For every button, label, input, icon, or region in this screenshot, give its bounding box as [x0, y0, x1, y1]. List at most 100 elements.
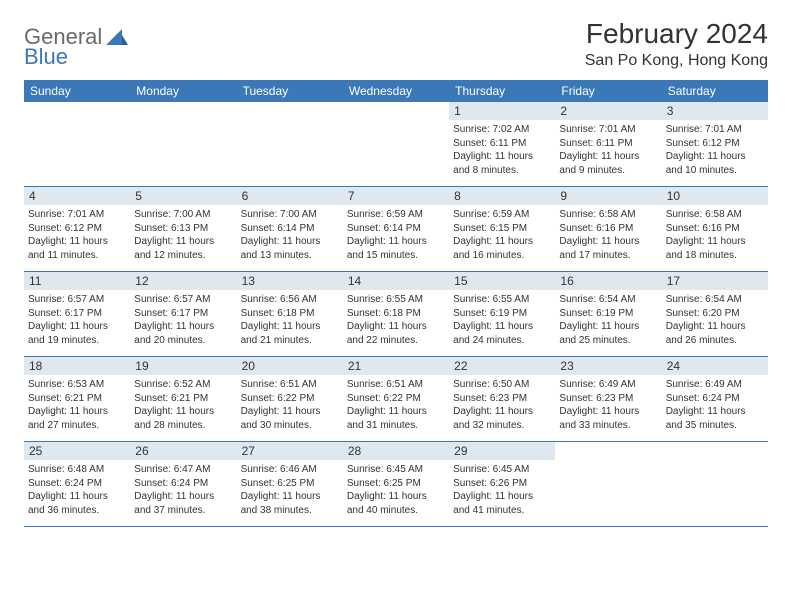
daylight-text: Daylight: 11 hours and 16 minutes.: [453, 235, 551, 262]
sunset-text: Sunset: 6:16 PM: [666, 222, 764, 236]
sunrise-text: Sunrise: 6:54 AM: [559, 293, 657, 307]
daylight-text: Daylight: 11 hours and 8 minutes.: [453, 150, 551, 177]
day-cell: 23Sunrise: 6:49 AMSunset: 6:23 PMDayligh…: [555, 357, 661, 441]
day-info: Sunrise: 6:54 AMSunset: 6:19 PMDaylight:…: [559, 293, 657, 347]
day-cell: 20Sunrise: 6:51 AMSunset: 6:22 PMDayligh…: [237, 357, 343, 441]
sunrise-text: Sunrise: 6:59 AM: [347, 208, 445, 222]
week-row: 18Sunrise: 6:53 AMSunset: 6:21 PMDayligh…: [24, 357, 768, 442]
day-cell: [555, 442, 661, 526]
sunrise-text: Sunrise: 6:54 AM: [666, 293, 764, 307]
day-number: 3: [662, 102, 768, 120]
day-info: Sunrise: 7:01 AMSunset: 6:12 PMDaylight:…: [28, 208, 126, 262]
day-cell: 25Sunrise: 6:48 AMSunset: 6:24 PMDayligh…: [24, 442, 130, 526]
weekday-header: Saturday: [662, 80, 768, 102]
sunrise-text: Sunrise: 6:45 AM: [347, 463, 445, 477]
daylight-text: Daylight: 11 hours and 22 minutes.: [347, 320, 445, 347]
day-cell: 22Sunrise: 6:50 AMSunset: 6:23 PMDayligh…: [449, 357, 555, 441]
day-number: 27: [237, 442, 343, 460]
day-number: 21: [343, 357, 449, 375]
day-number: [24, 102, 130, 120]
day-number: 2: [555, 102, 661, 120]
day-cell: 6Sunrise: 7:00 AMSunset: 6:14 PMDaylight…: [237, 187, 343, 271]
sunset-text: Sunset: 6:16 PM: [559, 222, 657, 236]
location-title: San Po Kong, Hong Kong: [585, 52, 768, 70]
day-info: Sunrise: 7:00 AMSunset: 6:13 PMDaylight:…: [134, 208, 232, 262]
day-info: Sunrise: 6:49 AMSunset: 6:23 PMDaylight:…: [559, 378, 657, 432]
week-row: 1Sunrise: 7:02 AMSunset: 6:11 PMDaylight…: [24, 102, 768, 187]
sunrise-text: Sunrise: 6:49 AM: [666, 378, 764, 392]
day-number: 11: [24, 272, 130, 290]
day-cell: 10 Sunrise: 6:58 AMSunset: 6:16 PMDayligh…: [662, 187, 768, 271]
day-info: Sunrise: 6:52 AMSunset: 6:21 PMDaylight:…: [134, 378, 232, 432]
day-info: Sunrise: 7:01 AMSunset: 6:11 PMDaylight:…: [559, 123, 657, 177]
day-cell: 19Sunrise: 6:52 AMSunset: 6:21 PMDayligh…: [130, 357, 236, 441]
day-number: 18: [24, 357, 130, 375]
sunrise-text: Sunrise: 6:48 AM: [28, 463, 126, 477]
sunset-text: Sunset: 6:24 PM: [666, 392, 764, 406]
sunrise-text: Sunrise: 7:02 AM: [453, 123, 551, 137]
day-cell: 26Sunrise: 6:47 AMSunset: 6:24 PMDayligh…: [130, 442, 236, 526]
weekday-header: Friday: [555, 80, 661, 102]
weekday-header: Thursday: [449, 80, 555, 102]
sunset-text: Sunset: 6:12 PM: [666, 137, 764, 151]
day-number: 15: [449, 272, 555, 290]
day-info: Sunrise: 6:59 AMSunset: 6:15 PMDaylight:…: [453, 208, 551, 262]
daylight-text: Daylight: 11 hours and 28 minutes.: [134, 405, 232, 432]
daylight-text: Daylight: 11 hours and 26 minutes.: [666, 320, 764, 347]
sunrise-text: Sunrise: 6:51 AM: [347, 378, 445, 392]
sunset-text: Sunset: 6:25 PM: [347, 477, 445, 491]
day-cell: 3Sunrise: 7:01 AMSunset: 6:12 PMDaylight…: [662, 102, 768, 186]
sunrise-text: Sunrise: 6:50 AM: [453, 378, 551, 392]
sunrise-text: Sunrise: 6:47 AM: [134, 463, 232, 477]
daylight-text: Daylight: 11 hours and 32 minutes.: [453, 405, 551, 432]
sunrise-text: Sunrise: 7:01 AM: [559, 123, 657, 137]
sunset-text: Sunset: 6:22 PM: [241, 392, 339, 406]
sunset-text: Sunset: 6:15 PM: [453, 222, 551, 236]
day-number: 9: [555, 187, 661, 205]
sunset-text: Sunset: 6:18 PM: [347, 307, 445, 321]
day-number: [130, 102, 236, 120]
sunrise-text: Sunrise: 6:58 AM: [666, 208, 764, 222]
day-number: [343, 102, 449, 120]
day-number: [555, 442, 661, 460]
day-number: 13: [237, 272, 343, 290]
daylight-text: Daylight: 11 hours and 31 minutes.: [347, 405, 445, 432]
daylight-text: Daylight: 11 hours and 35 minutes.: [666, 405, 764, 432]
day-info: Sunrise: 6:58 AMSunset: 6:16 PMDaylight:…: [666, 208, 764, 262]
weeks-container: 1Sunrise: 7:02 AMSunset: 6:11 PMDaylight…: [24, 102, 768, 527]
sunset-text: Sunset: 6:17 PM: [134, 307, 232, 321]
day-cell: 2 Sunrise: 7:01 AMSunset: 6:11 PMDaylight…: [555, 102, 661, 186]
day-cell: 21 Sunrise: 6:51 AMSunset: 6:22 PMDayligh…: [343, 357, 449, 441]
daylight-text: Daylight: 11 hours and 40 minutes.: [347, 490, 445, 517]
day-info: Sunrise: 6:50 AMSunset: 6:23 PMDaylight:…: [453, 378, 551, 432]
sunset-text: Sunset: 6:19 PM: [559, 307, 657, 321]
sunrise-text: Sunrise: 6:51 AM: [241, 378, 339, 392]
sunset-text: Sunset: 6:22 PM: [347, 392, 445, 406]
day-number: 5: [130, 187, 236, 205]
day-number: 8: [449, 187, 555, 205]
sunrise-text: Sunrise: 7:01 AM: [666, 123, 764, 137]
sunset-text: Sunset: 6:17 PM: [28, 307, 126, 321]
week-row: 11Sunrise: 6:57 AMSunset: 6:17 PMDayligh…: [24, 272, 768, 357]
day-cell: [237, 102, 343, 186]
day-number: 25: [24, 442, 130, 460]
sunset-text: Sunset: 6:20 PM: [666, 307, 764, 321]
sunrise-text: Sunrise: 6:45 AM: [453, 463, 551, 477]
day-info: Sunrise: 6:57 AMSunset: 6:17 PMDaylight:…: [134, 293, 232, 347]
day-number: 10: [662, 187, 768, 205]
sunset-text: Sunset: 6:24 PM: [134, 477, 232, 491]
day-info: Sunrise: 6:59 AMSunset: 6:14 PMDaylight:…: [347, 208, 445, 262]
day-info: Sunrise: 6:55 AMSunset: 6:19 PMDaylight:…: [453, 293, 551, 347]
logo-triangle-icon: [106, 29, 128, 45]
day-cell: 7Sunrise: 6:59 AMSunset: 6:14 PMDaylight…: [343, 187, 449, 271]
sunrise-text: Sunrise: 6:58 AM: [559, 208, 657, 222]
sunrise-text: Sunrise: 7:01 AM: [28, 208, 126, 222]
day-cell: 13 Sunrise: 6:56 AMSunset: 6:18 PMDayligh…: [237, 272, 343, 356]
sunrise-text: Sunrise: 6:57 AM: [28, 293, 126, 307]
day-info: Sunrise: 6:49 AMSunset: 6:24 PMDaylight:…: [666, 378, 764, 432]
sunrise-text: Sunrise: 6:53 AM: [28, 378, 126, 392]
day-cell: 28Sunrise: 6:45 AMSunset: 6:25 PMDayligh…: [343, 442, 449, 526]
day-info: Sunrise: 6:55 AMSunset: 6:18 PMDaylight:…: [347, 293, 445, 347]
day-info: Sunrise: 6:56 AMSunset: 6:18 PMDaylight:…: [241, 293, 339, 347]
sunset-text: Sunset: 6:24 PM: [28, 477, 126, 491]
